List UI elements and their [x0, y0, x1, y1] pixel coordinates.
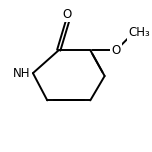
Text: CH₃: CH₃: [128, 26, 150, 40]
Text: O: O: [63, 8, 72, 21]
Text: O: O: [111, 44, 121, 57]
Text: NH: NH: [13, 67, 30, 80]
